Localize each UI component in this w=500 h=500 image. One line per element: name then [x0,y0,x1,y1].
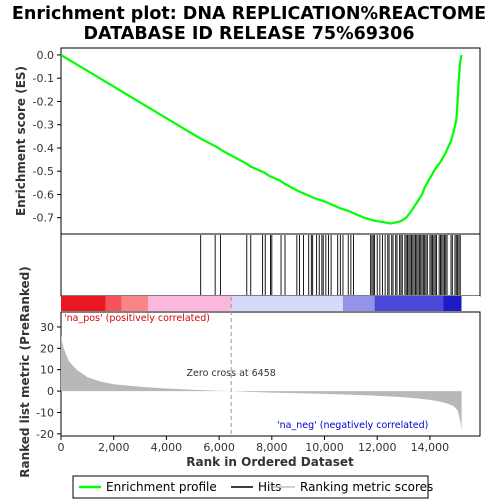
es-y-label: Enrichment score (ES) [14,66,28,216]
zero-cross-label: Zero cross at 6458 [187,368,276,379]
heatbar-tail [462,296,480,311]
es-y-axis: 0.0 -0.1 -0.2 -0.3 -0.4 -0.5 -0.6 -0.7 [33,49,61,225]
legend-label-enrichment: Enrichment profile [106,480,217,494]
heatbar-segment [122,296,148,311]
x-tick-label: 10,000 [305,441,344,454]
x-axis-label: Rank in Ordered Dataset [186,455,354,469]
chart-title-line1: Enrichment plot: DNA REPLICATION%REACTOM… [12,4,486,24]
heatbar-segment [61,296,106,311]
heatbar-segment [148,296,231,311]
metric-y-tick-label: 10 [40,364,54,377]
metric-y-axis: 30 20 10 0 -10 -20 [36,321,61,441]
x-tick-label: 8,000 [256,441,288,454]
heatbar-segment [375,296,444,311]
negative-correlation-label: 'na_neg' (negatively correlated) [277,420,428,431]
metric-y-tick-label: -10 [36,406,54,419]
heatbar-segment [231,296,343,311]
x-tick-label: 12,000 [358,441,397,454]
metric-y-tick-label: -20 [36,428,54,441]
x-tick-label: 2,000 [98,441,130,454]
heatbar-segment [343,296,375,311]
ranking-heatbar [61,296,480,311]
es-y-tick-label: -0.4 [33,142,54,155]
x-tick-label: 14,000 [411,441,450,454]
legend: Enrichment profile Hits Ranking metric s… [73,476,433,498]
metric-y-tick-label: 0 [47,385,54,398]
metric-x-axis: 0 2,000 4,000 6,000 8,000 10,000 12,000 14,000 [58,436,450,454]
positive-correlation-label: 'na_pos' (positively correlated) [64,313,210,324]
es-y-tick-label: -0.1 [33,72,54,85]
metric-y-tick-label: 20 [40,342,54,355]
x-tick-label: 4,000 [151,441,183,454]
chart-title-line2: DATABASE ID RELEASE 75%69306 [84,24,415,44]
heatbar-segment [443,296,461,311]
es-panel: 0.0 -0.1 -0.2 -0.3 -0.4 -0.5 -0.6 -0.7 Enrichme… [14,48,480,234]
heatbar-segment [106,296,122,311]
es-y-tick-label: -0.7 [33,212,54,225]
metric-y-tick-label: 30 [40,321,54,334]
es-y-tick-label: -0.3 [33,119,54,132]
es-y-tick-label: -0.6 [33,188,54,201]
x-tick-label: 0 [58,441,65,454]
hits-panel [61,234,480,296]
metric-y-label: Ranked list metric (PreRanked) [18,266,32,478]
es-y-tick-label: -0.5 [33,165,54,178]
x-tick-label: 6,000 [203,441,235,454]
legend-label-ranking: Ranking metric scores [300,480,433,494]
es-y-tick-label: 0.0 [37,49,55,62]
es-panel-frame [61,48,480,234]
es-y-tick-label: -0.2 [33,95,54,108]
